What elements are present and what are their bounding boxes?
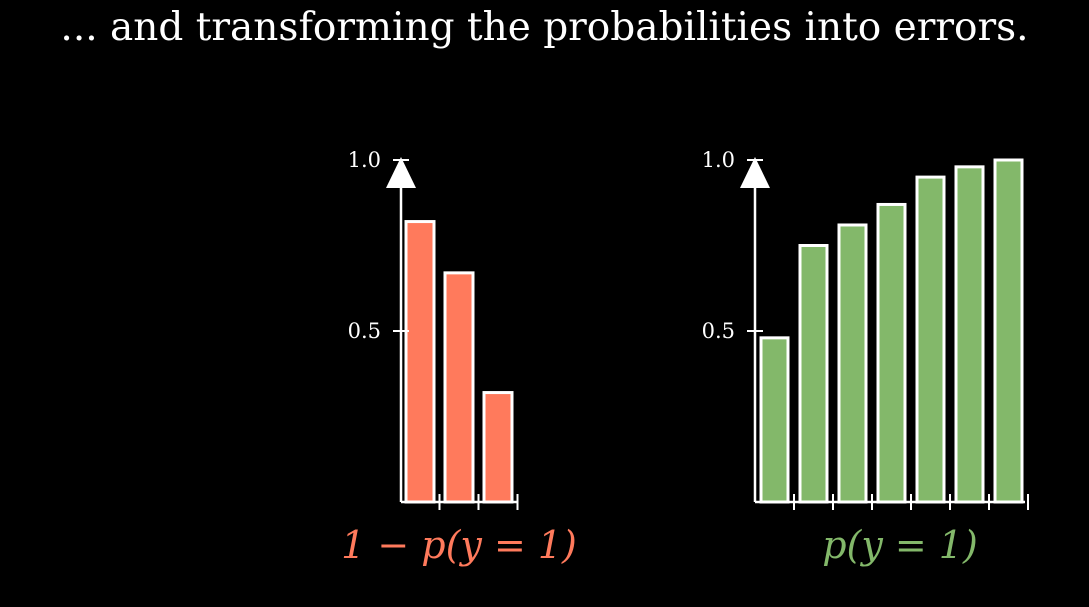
prob-bar-1 — [759, 336, 790, 504]
prob-bar-2 — [798, 244, 829, 504]
prob-y-tick-label-1-0: 1.0 — [702, 148, 735, 172]
error-bar-3 — [482, 391, 514, 504]
prob-bar-4 — [876, 202, 907, 504]
error-y-axis-arrow-icon — [386, 157, 416, 188]
prob-bar-6 — [954, 165, 985, 504]
error-x-axis-title: 1 − p(y = 1) — [341, 523, 577, 567]
slide-caption: ... and transforming the probabilities i… — [60, 5, 1029, 50]
prob-bar-3 — [837, 223, 868, 504]
prob-x-axis-title: p(y = 1) — [822, 523, 978, 567]
prob-bar-5 — [915, 175, 946, 504]
prob-y-axis-arrow-icon — [740, 157, 770, 188]
error-bar-1 — [404, 220, 436, 504]
prob-y-tick-label-0-5: 0.5 — [702, 319, 735, 343]
error-y-tick-label-1-0: 1.0 — [348, 148, 381, 172]
prob-bar-7 — [993, 158, 1024, 504]
error-bar-2 — [443, 271, 475, 504]
error-y-tick-label-0-5: 0.5 — [348, 319, 381, 343]
